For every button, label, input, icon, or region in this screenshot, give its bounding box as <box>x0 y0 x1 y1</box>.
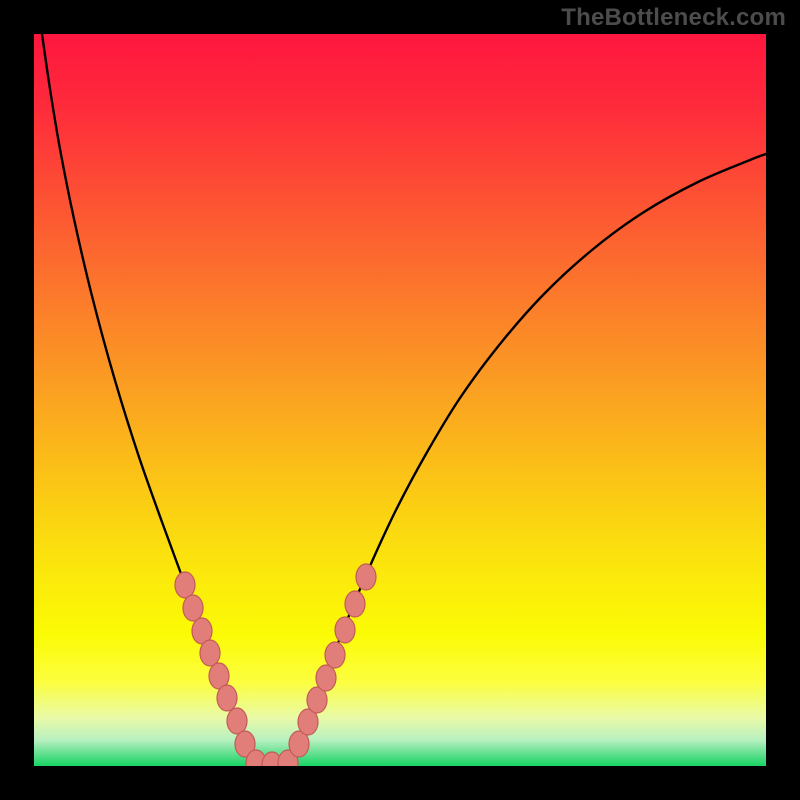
marker-point <box>316 665 336 691</box>
plot-svg <box>34 34 766 766</box>
watermark-text: TheBottleneck.com <box>561 4 786 32</box>
marker-point <box>200 640 220 666</box>
marker-point <box>345 591 365 617</box>
plot-area <box>34 34 766 766</box>
marker-point <box>325 642 345 668</box>
marker-point <box>175 572 195 598</box>
marker-point <box>217 685 237 711</box>
marker-point <box>183 595 203 621</box>
marker-point <box>356 564 376 590</box>
marker-point <box>227 708 247 734</box>
marker-point <box>335 617 355 643</box>
gradient-background <box>34 34 766 766</box>
